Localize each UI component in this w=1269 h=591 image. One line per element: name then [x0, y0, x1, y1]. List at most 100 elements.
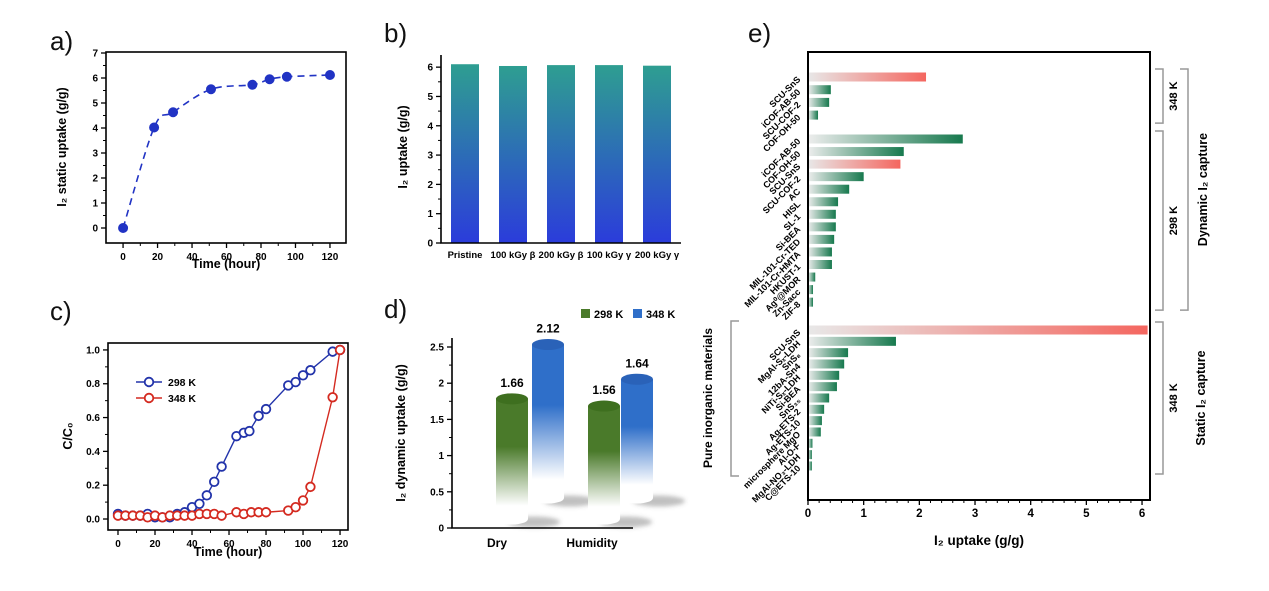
svg-text:2: 2 [427, 180, 433, 191]
svg-text:0: 0 [92, 224, 98, 235]
svg-text:40: 40 [186, 252, 198, 263]
bar-HKUST-1 [808, 260, 832, 269]
cylinder-body [532, 344, 564, 504]
panel-a-label: a) [50, 26, 74, 56]
panel-c-label: c) [50, 296, 72, 326]
data-point [244, 425, 255, 437]
svg-text:Time (hour): Time (hour) [192, 257, 261, 271]
svg-text:Dry: Dry [487, 536, 507, 550]
bar-NiTi-Sₓ-LDH [808, 370, 840, 380]
panel-d-label: d) [384, 294, 408, 324]
svg-text:1: 1 [438, 451, 444, 462]
data-point [290, 376, 301, 388]
svg-text:1.0: 1.0 [86, 345, 100, 356]
data-point [324, 70, 335, 80]
svg-text:348 K: 348 K [646, 309, 675, 321]
svg-text:0: 0 [805, 508, 811, 520]
bar-ZIF-8 [808, 297, 814, 307]
svg-text:2.5: 2.5 [430, 343, 444, 354]
bar-iCOF-AB-50 [808, 85, 831, 95]
bracket [730, 320, 739, 477]
svg-text:5: 5 [1083, 508, 1090, 520]
bar-12bA-Sn4 [808, 359, 845, 369]
bar-1 [499, 65, 527, 243]
svg-text:1.56: 1.56 [592, 383, 616, 397]
svg-text:200 kGy γ: 200 kGy γ [635, 250, 680, 261]
bar-0 [451, 64, 479, 243]
data-point [297, 370, 309, 381]
chart-b-irradiation-uptake-bars: 0 1 2 3 4 5 6 Pristine 100 kGy β 200 kGy β 100 kGy… [396, 55, 681, 261]
svg-text:6: 6 [427, 63, 433, 74]
svg-text:1.5: 1.5 [430, 415, 444, 426]
svg-text:Static I₂ capture: Static I₂ capture [1194, 350, 1208, 445]
svg-text:5: 5 [427, 92, 433, 103]
svg-text:0.2: 0.2 [86, 481, 100, 492]
cylinder-body [588, 406, 620, 525]
svg-text:I₂ uptake (g/g): I₂ uptake (g/g) [934, 533, 1024, 548]
cylinder-body [621, 379, 653, 504]
bar-SCU-COF-2 [808, 172, 864, 182]
series-line [122, 74, 330, 229]
svg-text:20: 20 [152, 252, 164, 263]
data-point [305, 481, 316, 493]
svg-text:298 K: 298 K [168, 377, 196, 389]
bar-Zn-Sacc [808, 285, 814, 295]
bracket [1180, 68, 1189, 311]
svg-text:80: 80 [260, 539, 272, 550]
svg-text:348 K: 348 K [1168, 383, 1180, 412]
bar-Ag⁰@MOR [808, 272, 816, 282]
svg-text:5: 5 [92, 99, 98, 110]
svg-text:0: 0 [438, 524, 444, 535]
bar-iCOF-AB-50 [808, 134, 963, 144]
svg-text:0.6: 0.6 [86, 413, 100, 424]
chart-e-materials-comparison: SCU-SnSiCOF-AB-50SCU-COF-2COF-OH-50iCOF-… [701, 51, 1210, 548]
bar-COF-OH-50 [808, 110, 819, 120]
panel-b-label: b) [384, 18, 408, 48]
svg-text:Pure inorganic materials: Pure inorganic materials [701, 328, 715, 468]
bar-Ag-ETS-2 [808, 404, 825, 414]
data-point [168, 107, 179, 118]
bar-AC [808, 184, 850, 194]
svg-text:Dynamic I₂ capture: Dynamic I₂ capture [1196, 133, 1210, 246]
svg-text:298 K: 298 K [1168, 206, 1180, 235]
svg-text:348 K: 348 K [1168, 81, 1180, 110]
data-point [201, 490, 213, 501]
svg-text:Pristine: Pristine [448, 250, 483, 261]
bar-SCU-SnS [808, 72, 927, 82]
bar-MIL-101-Cr-TED [808, 234, 835, 244]
svg-text:I₂ dynamic uptake (g/g): I₂ dynamic uptake (g/g) [394, 364, 408, 502]
svg-text:100 kGy γ: 100 kGy γ [587, 250, 632, 261]
bar-C@ETS-10 [808, 461, 812, 471]
cylinder-top [496, 393, 528, 405]
svg-text:120: 120 [332, 539, 349, 550]
svg-text:1: 1 [92, 199, 98, 210]
bar-3 [595, 65, 623, 243]
svg-text:C/C₀: C/C₀ [61, 422, 75, 449]
bar-MgAl-NO₃-LDH [808, 450, 812, 460]
svg-text:4: 4 [427, 121, 433, 132]
svg-text:0: 0 [427, 239, 433, 250]
bar-MIL-101-Cr-HMTA [808, 247, 832, 257]
data-point [264, 74, 275, 85]
svg-text:40: 40 [186, 539, 198, 550]
data-point [260, 403, 272, 415]
svg-text:0.5: 0.5 [430, 487, 444, 498]
svg-text:298 K: 298 K [594, 309, 623, 321]
bar-SCU-COF-2 [808, 97, 830, 107]
svg-text:Humidity: Humidity [566, 536, 618, 550]
data-point [260, 507, 272, 518]
svg-text:1.64: 1.64 [625, 356, 649, 370]
svg-text:0.8: 0.8 [86, 379, 100, 390]
plot-frame [107, 342, 349, 531]
svg-text:0.4: 0.4 [86, 447, 100, 458]
bar-Al-O-F [808, 438, 813, 448]
svg-text:0: 0 [120, 252, 126, 263]
plot-frame [807, 51, 1151, 501]
bar-COF-OH-50 [808, 147, 904, 157]
svg-text:100: 100 [295, 539, 312, 550]
svg-text:0: 0 [115, 539, 121, 550]
bar-SCU-SnS [808, 325, 1148, 335]
bar-Si-BEA [808, 382, 837, 392]
svg-text:4: 4 [92, 124, 98, 135]
data-point [327, 392, 338, 403]
